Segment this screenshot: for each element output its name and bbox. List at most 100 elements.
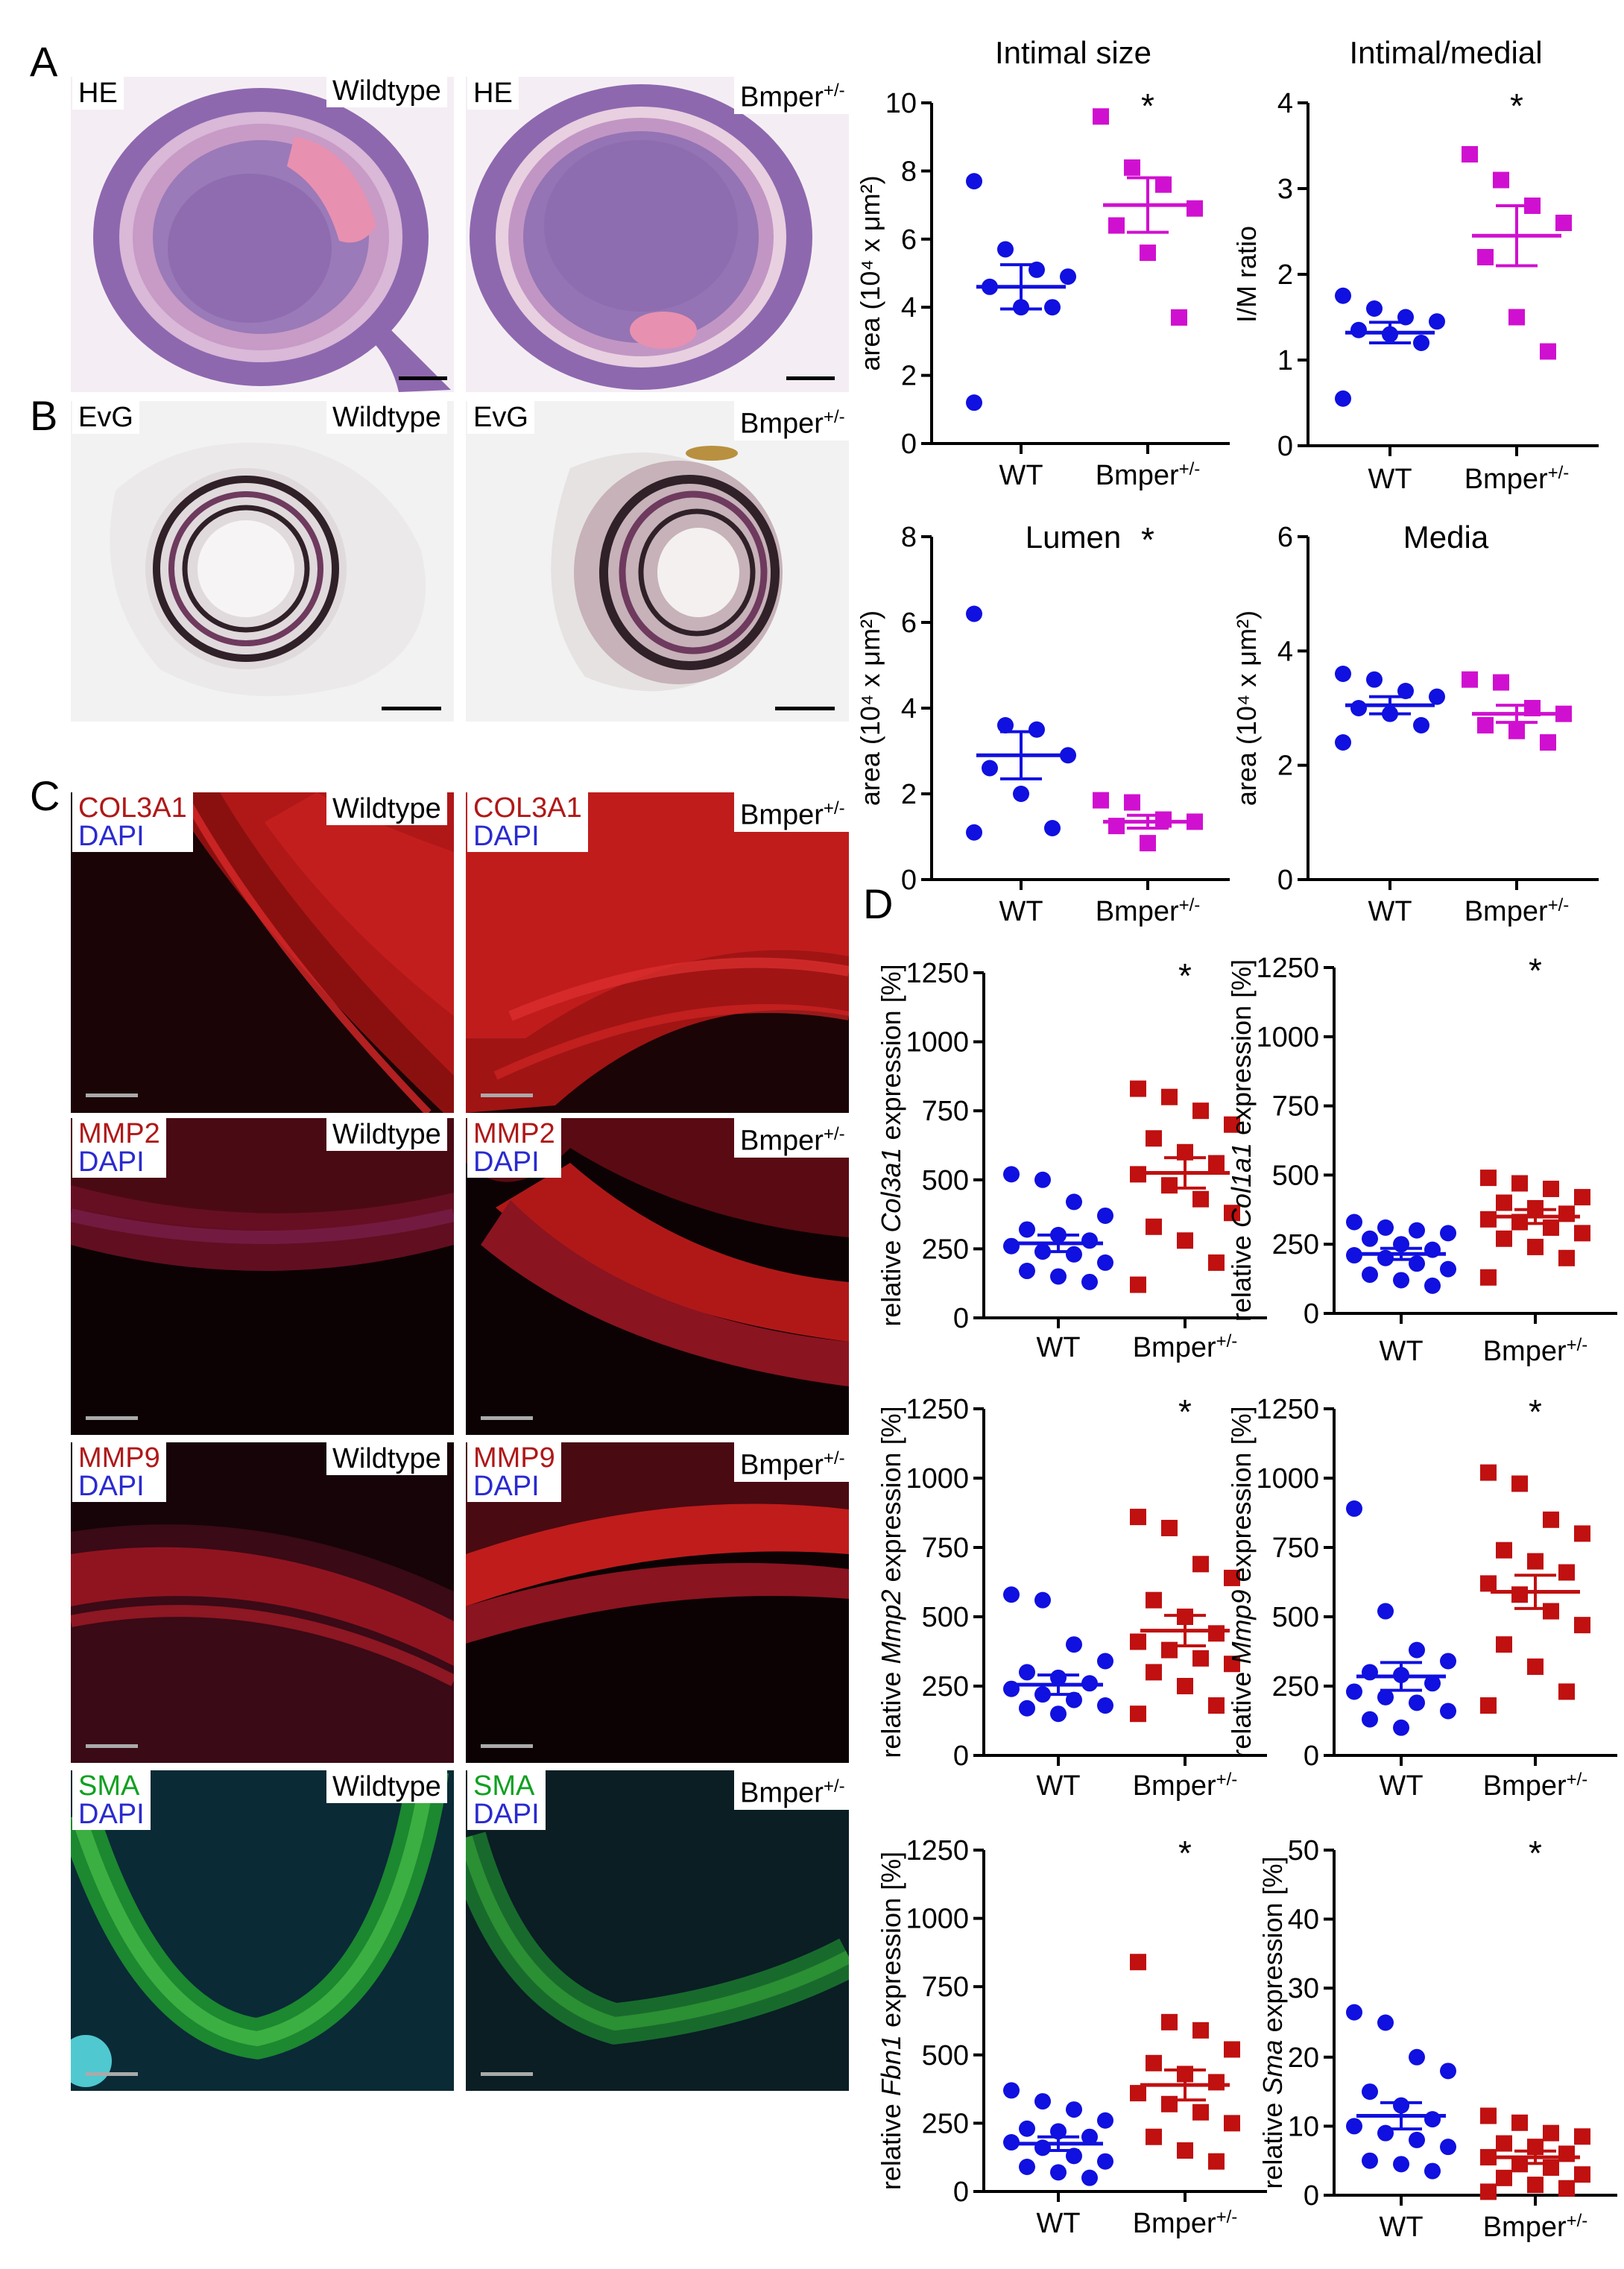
y-tick-label: 1250 [906,958,969,989]
evg-wildtype-micrograph [71,401,454,722]
data-point [1130,2085,1146,2102]
data-point [1424,1277,1441,1294]
data-point [1146,1130,1162,1147]
data-point [1558,2180,1575,2197]
data-point [1335,666,1351,682]
data-point [1081,1232,1098,1249]
data-point [1130,1166,1146,1183]
data-point [1511,1475,1528,1492]
data-point [1540,343,1556,360]
data-point [1208,1155,1225,1172]
col3a1-wildtype-label: Wildtype [326,792,447,825]
y-tick-label: 10 [885,88,917,119]
data-point [1066,1636,1082,1653]
y-tick-label: 1 [1277,345,1293,376]
data-point [1093,108,1109,125]
y-tick-label: 2 [1277,259,1293,291]
data-point [1019,1221,1035,1238]
data-point [1477,249,1494,265]
y-axis-label: area (10⁴ x μm²) [1231,610,1262,806]
data-point [1108,217,1125,234]
category-label: WT [1036,1770,1080,1802]
data-point [1224,2041,1240,2058]
sma-wildtype-label: Wildtype [326,1770,447,1803]
data-point [1034,1591,1051,1609]
data-point [1097,1697,1113,1714]
y-tick-label: 500 [922,2040,969,2071]
data-point [1511,2114,1528,2131]
data-point [1081,1273,1098,1290]
data-point [1346,2004,1362,2021]
y-tick-label: 4 [901,693,917,725]
data-point [1574,2166,1590,2183]
chart-title: Intimal size [995,35,1151,70]
scale-bar [86,2072,138,2076]
category-label: WT [1036,1332,1080,1363]
category-label: WT [999,460,1043,491]
scale-bar [775,707,835,710]
data-point [1130,1509,1146,1526]
y-tick-label: 8 [901,522,917,553]
y-tick-label: 0 [1277,865,1293,896]
y-tick-label: 250 [1272,1671,1319,1702]
data-point [1574,1617,1590,1634]
data-point [1527,1553,1544,1570]
y-tick-label: 1000 [1256,1463,1319,1495]
sma-bmper-label: Bmper+/- [734,1770,851,1810]
he-wildtype-label: Wildtype [326,75,447,107]
data-point [1409,1641,1425,1659]
mmp9-wildtype-label: Wildtype [326,1442,447,1475]
data-point [1335,390,1351,407]
y-axis-label: relative Mmp9 expression [%] [1226,1406,1257,1758]
data-point [1496,1194,1512,1211]
data-point [1429,688,1445,705]
data-point [1161,1519,1178,1536]
data-point [1192,1556,1209,1573]
data-point [1480,1464,1497,1481]
scale-bar [86,1094,138,1097]
data-point [1377,1603,1394,1620]
y-tick-label: 0 [901,865,917,896]
data-point [1409,2048,1425,2066]
scale-bar [481,1416,533,1420]
data-point [1019,2120,1035,2137]
data-point [1208,2153,1225,2170]
data-point [1493,674,1509,691]
y-axis-label: area (10⁴ x μm²) [855,610,885,806]
data-point [1350,700,1367,716]
he-wildtype-micrograph [71,77,454,392]
data-point [1350,321,1367,338]
category-label: Bmper+/- [1483,1335,1588,1368]
data-point [1440,1225,1456,1242]
data-point [1480,1697,1497,1714]
y-tick-label: 6 [901,608,917,639]
data-point [1130,1705,1146,1723]
data-point [1480,2183,1497,2200]
data-point [1440,1653,1456,1670]
data-point [1060,268,1076,285]
data-point [1161,1088,1178,1105]
category-label: WT [999,896,1043,927]
data-point [1208,1625,1225,1642]
category-label: WT [1379,2212,1423,2243]
data-point [1192,1190,1209,1208]
data-point [1146,1591,1162,1609]
data-point [1511,1175,1528,1192]
data-point [966,173,982,190]
data-point [1440,1260,1456,1278]
y-axis-label: I/M ratio [1231,226,1262,323]
data-point [1187,200,1203,217]
col3a1-bmper-label: Bmper+/- [734,792,851,832]
data-point [1362,1266,1378,1284]
category-label: Bmper+/- [1133,1770,1238,1802]
y-tick-label: 0 [953,1303,969,1334]
significance-star: * [1178,1834,1192,1872]
evg-stain-label-right: EvG [467,401,534,434]
data-point [1161,1177,1178,1194]
data-point [1508,722,1525,739]
data-point [982,760,998,777]
data-point [1543,1219,1559,1236]
scale-bar [786,376,835,380]
mmp2-marker-label-right: MMP2 DAPI [467,1118,561,1178]
